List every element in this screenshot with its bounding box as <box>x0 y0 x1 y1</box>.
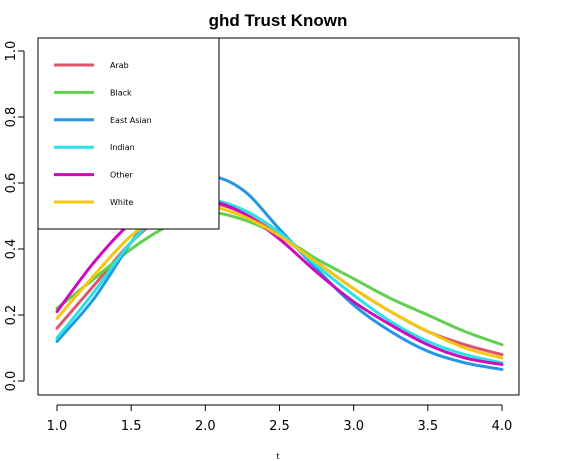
legend-label-0: Arab <box>110 61 129 70</box>
chart-title: ghd Trust Known <box>209 11 348 30</box>
axis-layer: 1.0 1.5 2.0 2.5 3.0 3.5 4.0 0.0 0.2 0.4 0.6 0.8 1.0 <box>4 41 512 434</box>
legend-box <box>37 37 220 230</box>
series-line-5 <box>55 204 504 360</box>
legend-label-2: East Asian <box>110 116 152 125</box>
x-axis-label: t <box>276 452 279 461</box>
x-tick-label-4: 3.0 <box>343 419 364 434</box>
series-line-3 <box>55 197 504 365</box>
y-tick-label-4: 0.8 <box>4 107 19 128</box>
legend-label-4: Other <box>110 171 133 180</box>
legend-label-1: Black <box>110 88 132 97</box>
x-tick-label-5: 3.5 <box>417 419 438 434</box>
legend-label-5: White <box>110 198 133 207</box>
x-tick-label-2: 2.0 <box>195 419 216 434</box>
legend-label-3: Indian <box>110 143 135 152</box>
x-tick-label-0: 1.0 <box>47 419 68 434</box>
y-tick-label-3: 0.6 <box>4 173 19 194</box>
y-tick-label-5: 1.0 <box>4 41 19 62</box>
y-tick-label-1: 0.2 <box>4 305 19 326</box>
x-tick-label-3: 2.5 <box>269 419 290 434</box>
y-tick-label-2: 0.4 <box>4 239 19 260</box>
x-tick-label-1: 1.5 <box>121 419 142 434</box>
legend: Arab Black East Asian Indian Other White <box>37 37 220 230</box>
x-tick-label-6: 4.0 <box>492 419 513 434</box>
y-tick-label-0: 0.0 <box>4 371 19 392</box>
